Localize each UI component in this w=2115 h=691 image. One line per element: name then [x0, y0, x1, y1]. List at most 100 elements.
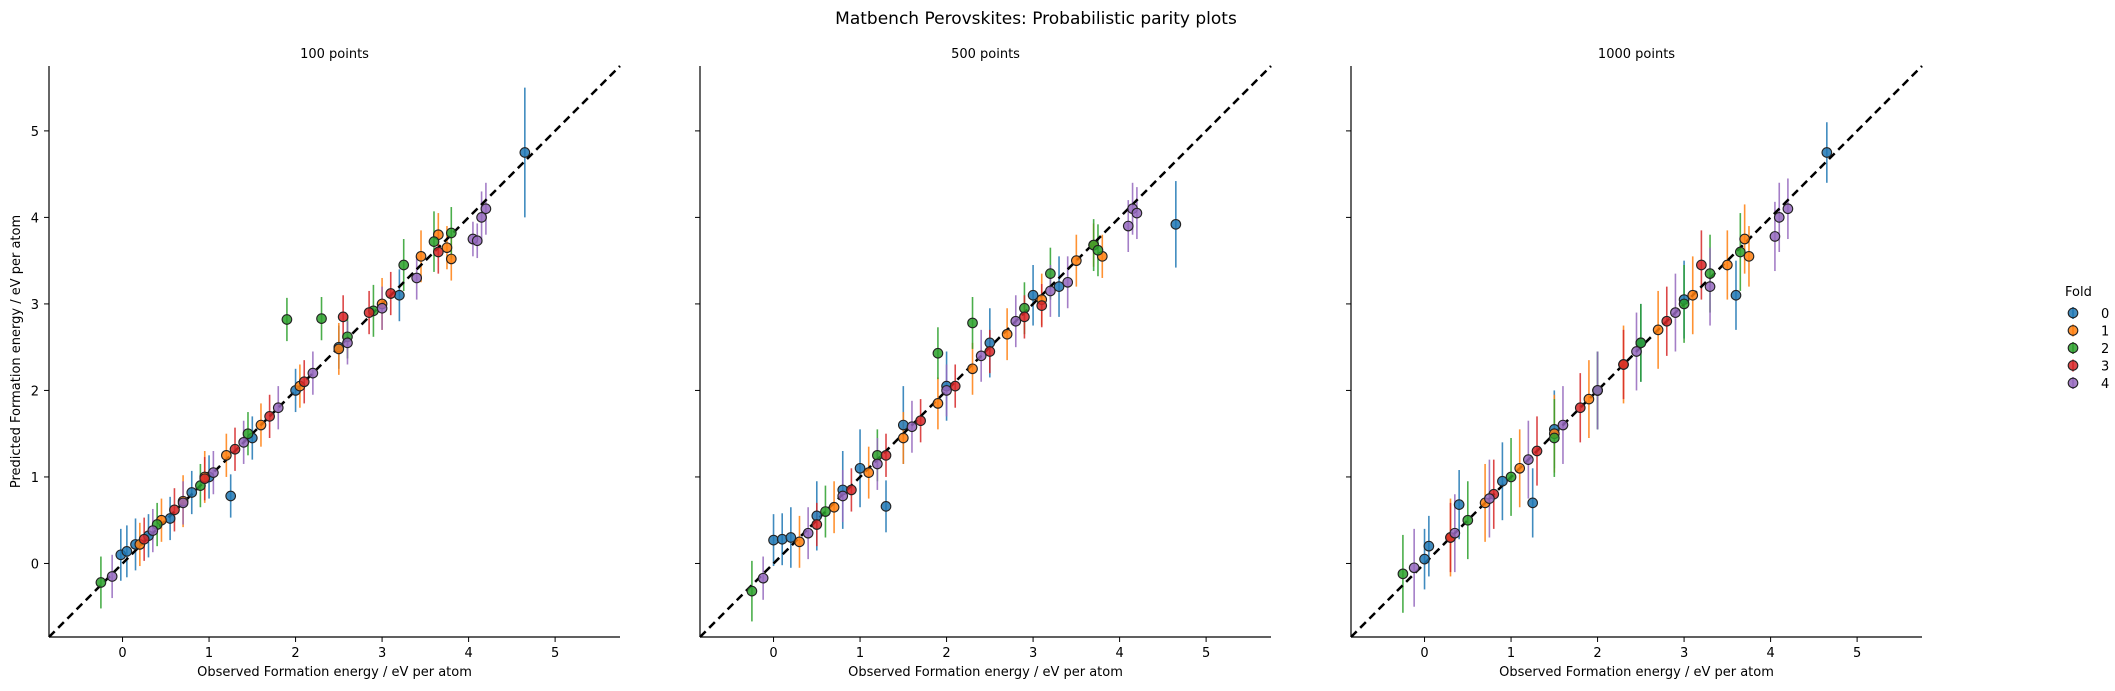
data-point — [785, 532, 797, 543]
subplot-100-points: 100 points 0 1 2 3 4 5 0 1 2 3 4 5 Observed Formation… — [9, 47, 621, 680]
legend-label: 2 — [2101, 342, 2109, 357]
legend-item-fold-3: 3 — [2067, 359, 2109, 375]
data-point — [757, 572, 769, 584]
data-point — [229, 443, 241, 455]
data-point — [1092, 244, 1104, 256]
x-tick-label: 5 — [1202, 646, 1210, 661]
data-point — [1531, 445, 1543, 457]
data-point — [1027, 289, 1039, 301]
data-point — [1704, 281, 1716, 292]
legend-label: 0 — [2101, 307, 2109, 322]
data-point — [342, 337, 353, 349]
legend-marker — [2067, 325, 2079, 336]
x-tick-label: 1 — [1507, 646, 1515, 661]
data-point — [199, 473, 211, 485]
data-point — [1045, 268, 1056, 279]
subplot-title: 100 points — [300, 47, 369, 62]
data-point — [164, 513, 176, 524]
data-point — [828, 501, 840, 513]
data-point — [394, 289, 405, 301]
data-point — [242, 428, 254, 440]
x-tick-label: 0 — [769, 646, 777, 661]
data-point — [1408, 562, 1420, 574]
data-point — [169, 504, 180, 516]
data-point — [476, 212, 487, 223]
x-tick-label: 4 — [1115, 646, 1123, 661]
data-point — [121, 545, 133, 557]
data-point — [1397, 568, 1409, 580]
subplot-title: 1000 points — [1598, 47, 1675, 62]
data-point — [1449, 527, 1461, 539]
data-point — [1583, 393, 1595, 405]
data-point — [298, 376, 310, 388]
data-point — [106, 571, 118, 582]
data-point — [480, 203, 492, 215]
data-point — [1670, 307, 1681, 318]
data-point — [1652, 324, 1664, 336]
data-point — [897, 419, 909, 431]
data-point — [1678, 298, 1690, 310]
x-tick-label: 4 — [464, 646, 472, 661]
data-point — [471, 235, 483, 247]
data-point — [415, 250, 427, 262]
x-tick-label: 5 — [1853, 646, 1861, 661]
data-point — [1484, 493, 1495, 504]
data-point — [949, 380, 961, 392]
data-point — [1574, 402, 1586, 414]
data-point — [95, 577, 107, 588]
data-point — [1053, 281, 1065, 292]
data-point — [1773, 212, 1785, 223]
data-point — [746, 585, 758, 597]
data-point — [281, 314, 293, 325]
data-point — [1734, 246, 1746, 258]
data-point — [802, 527, 814, 539]
data-point — [255, 419, 267, 431]
data-point — [1592, 385, 1603, 396]
legend-label: 3 — [2101, 360, 2109, 375]
x-axis-label: Observed Formation energy / eV per atom — [848, 665, 1123, 680]
data-point — [1527, 497, 1539, 509]
x-tick-label: 0 — [118, 646, 126, 661]
legend-marker — [2067, 342, 2079, 354]
data-point — [186, 487, 198, 498]
data-point — [519, 147, 531, 158]
data-point — [441, 242, 453, 254]
data-point — [941, 385, 952, 396]
x-tick-label: 2 — [1593, 646, 1601, 661]
y-tick-label: 3 — [31, 298, 39, 313]
y-tick-label: 1 — [31, 471, 39, 486]
data-point — [307, 367, 319, 379]
data-point — [820, 506, 831, 517]
data-point — [1505, 471, 1517, 483]
data-point — [1704, 268, 1716, 279]
data-point — [897, 432, 909, 444]
x-tick-label: 2 — [942, 646, 950, 661]
data-point — [1782, 203, 1794, 215]
legend-marker — [2067, 307, 2079, 319]
data-point — [1170, 218, 1182, 230]
data-point — [932, 347, 944, 359]
data-point — [1019, 311, 1030, 323]
data-point — [1821, 147, 1833, 158]
data-point — [1514, 462, 1526, 474]
data-point — [1010, 315, 1022, 327]
data-point — [333, 343, 345, 355]
legend-title: Fold — [2065, 285, 2092, 300]
data-point — [147, 525, 159, 536]
legend-item-fold-1: 1 — [2067, 324, 2109, 340]
data-point — [1453, 499, 1465, 510]
data-point — [863, 467, 875, 478]
data-point — [1618, 359, 1629, 370]
data-point — [1070, 255, 1082, 267]
data-point — [1769, 231, 1781, 242]
data-point — [1497, 475, 1508, 487]
data-point — [208, 467, 219, 478]
x-tick-label: 3 — [378, 646, 386, 661]
data-point — [432, 246, 444, 258]
data-point — [932, 398, 944, 409]
data-point — [316, 313, 327, 324]
data-point — [445, 227, 457, 239]
legend-label: 4 — [2101, 377, 2109, 392]
